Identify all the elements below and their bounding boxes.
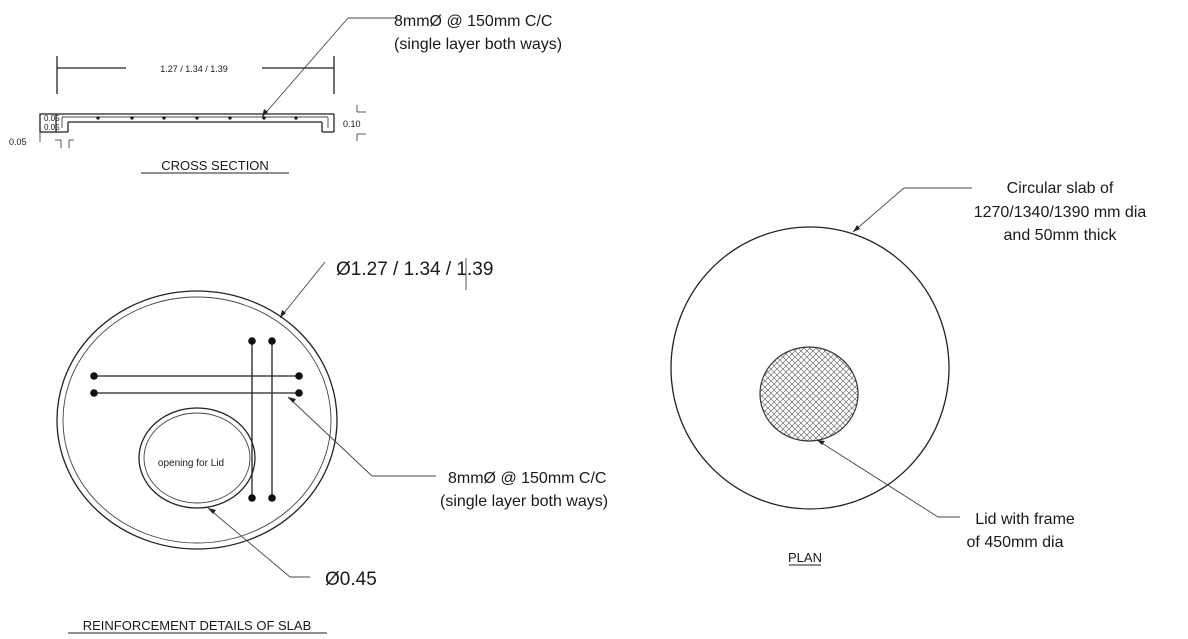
slab-outline-circle xyxy=(56,290,338,550)
plan-lid-line2: of 450mm dia xyxy=(967,534,1064,551)
plan-slab-leader xyxy=(852,187,972,233)
bar-end-dots xyxy=(90,337,303,502)
dim-bottom: 0.05 xyxy=(9,137,27,147)
diameter-leader xyxy=(279,261,326,319)
thickness-dim-ticks xyxy=(356,105,366,141)
plan-lid-hatched-circle xyxy=(759,346,859,442)
plan-title: PLAN xyxy=(788,550,822,565)
reinforcement-detail: opening for Lid Ø1.27 / 1.34 / 1.39 xyxy=(56,258,608,634)
opening-label: opening for Lid xyxy=(158,458,224,469)
opening-dia-leader xyxy=(207,507,310,578)
bar-callout-line1: 8mmØ @ 150mm C/C xyxy=(448,470,606,487)
plan-lid-line1: Lid with frame xyxy=(975,511,1075,528)
span-dimension-line xyxy=(56,56,335,94)
cross-section: 8mmØ @ 150mm C/C (single layer both ways… xyxy=(9,13,562,174)
reinforcement-title: REINFORCEMENT DETAILS OF SLAB xyxy=(83,618,312,633)
plan-slab-line2: 1270/1340/1390 mm dia xyxy=(974,204,1147,221)
dim-thickness: 0.10 xyxy=(343,119,361,129)
bar-callout-leader xyxy=(287,396,436,477)
reinforcement-bars xyxy=(94,341,299,498)
slab-section xyxy=(39,113,335,133)
cross-section-callout-line2: (single layer both ways) xyxy=(394,36,562,53)
bar-callout-line2: (single layer both ways) xyxy=(440,493,608,510)
cross-section-title: CROSS SECTION xyxy=(161,158,269,173)
dim-left-a: 0.05 xyxy=(44,114,60,123)
span-dimension-label: 1.27 / 1.34 / 1.39 xyxy=(160,64,228,74)
dim-left-b: 0.05 xyxy=(44,123,60,132)
plan-slab-circle xyxy=(670,226,950,510)
opening-dia-label: Ø0.45 xyxy=(325,569,377,590)
plan-slab-line3: and 50mm thick xyxy=(1004,227,1118,244)
diameter-label: Ø1.27 / 1.34 / 1.39 xyxy=(336,259,493,280)
cross-section-callout-line1: 8mmØ @ 150mm C/C xyxy=(394,13,552,30)
plan-slab-line1: Circular slab of xyxy=(1007,180,1114,197)
plan-view: Circular slab of 1270/1340/1390 mm dia a… xyxy=(670,180,1147,566)
bottom-dim-ticks xyxy=(39,132,74,148)
section-bar-dots xyxy=(96,116,298,120)
opening-circle xyxy=(138,407,256,509)
plan-lid-leader xyxy=(816,439,960,518)
